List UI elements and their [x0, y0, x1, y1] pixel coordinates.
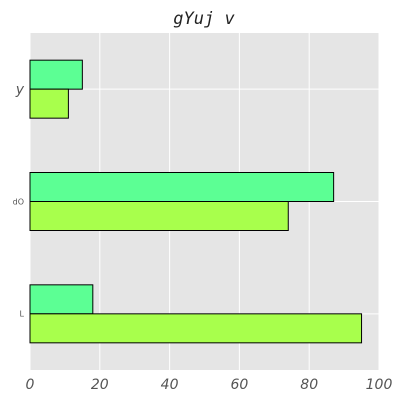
bar — [29, 313, 363, 344]
x-tick-label: 0 — [26, 377, 35, 393]
x-tick-label: 60 — [230, 377, 248, 393]
category-label: dO — [13, 197, 24, 206]
bar — [29, 201, 289, 231]
category-label: y — [15, 82, 25, 98]
x-axis-ticks: 0 20 40 60 80 100 — [26, 377, 393, 393]
category-label: L — [20, 310, 25, 319]
bars — [29, 59, 363, 344]
x-tick-label: 80 — [300, 377, 318, 393]
bar — [29, 88, 69, 119]
bar — [29, 284, 94, 315]
x-tick-label: 100 — [366, 377, 393, 393]
bar — [29, 59, 83, 90]
chart-title: gYuj v — [173, 9, 235, 29]
category-labels: y dO L — [13, 82, 25, 319]
bar — [29, 172, 335, 202]
x-tick-label: 20 — [91, 377, 109, 393]
x-tick-label: 40 — [161, 377, 179, 393]
